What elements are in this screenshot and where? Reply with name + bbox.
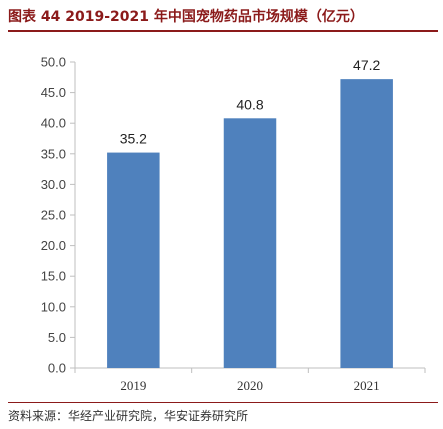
y-tick-label: 30.0 [41,177,66,192]
y-tick-label: 45.0 [41,85,66,100]
source-section: 资料来源：华经产业研究院，华安证券研究所 [8,402,438,424]
chart-svg: 0.0 5.0 10.0 15.0 20.0 25.0 30.0 35.0 40.0 45.0 50… [41,55,426,393]
title-divider [8,30,438,32]
y-tick-label: 50.0 [41,55,66,70]
source-note: 资料来源：华经产业研究院，华安证券研究所 [8,409,249,423]
data-label-2020: 40.8 [236,96,263,112]
chart-title-bar: 图表 44 2019-2021 年中国宠物药品市场规模（亿元） [8,6,438,32]
x-tick-label-2020: 2020 [237,378,263,393]
x-tick-label-2021: 2021 [354,378,380,393]
y-tick-label: 20.0 [41,238,66,253]
data-label-2019: 35.2 [120,131,147,147]
data-label-2021: 47.2 [353,57,380,73]
chart-title: 图表 44 2019-2021 年中国宠物药品市场规模（亿元） [8,9,364,25]
y-tick-label: 0.0 [48,361,66,376]
bar-2020 [223,118,277,368]
bar-chart: 0.0 5.0 10.0 15.0 20.0 25.0 30.0 35.0 40.0 45.0 50… [0,30,443,400]
y-tick-label: 5.0 [48,330,66,345]
y-tick-label: 15.0 [41,269,66,284]
bar-2019 [107,152,160,368]
y-tick-label: 10.0 [41,299,66,314]
y-tick-label: 40.0 [41,116,66,131]
y-tick-label: 35.0 [41,146,66,161]
bar-2021 [340,79,393,369]
x-tick-label-2019: 2019 [120,378,146,393]
y-tick-label: 25.0 [41,208,66,223]
source-divider [8,402,438,403]
